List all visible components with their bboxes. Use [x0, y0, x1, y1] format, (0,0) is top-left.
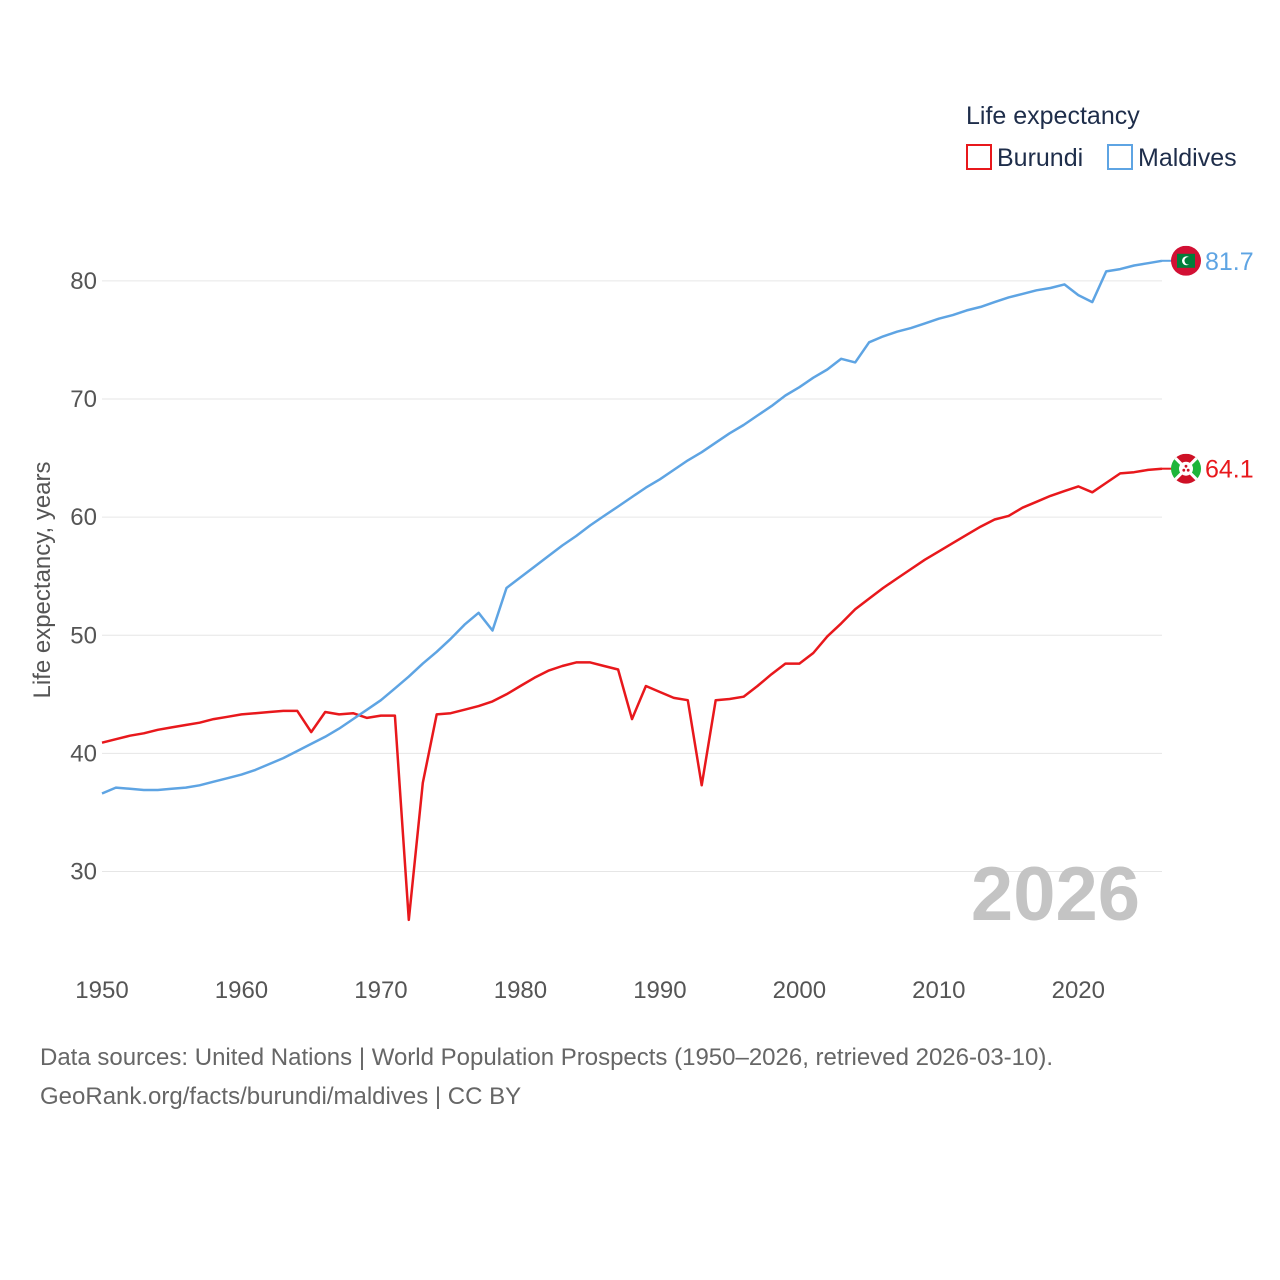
x-tick-label: 1960: [215, 977, 268, 1004]
x-tick-label: 2020: [1052, 977, 1105, 1004]
y-tick-label: 80: [70, 268, 97, 295]
burundi-flag-icon: [1171, 453, 1201, 484]
end-markers: 64.1 81.7: [1162, 245, 1254, 484]
legend-item-burundi[interactable]: Burundi: [966, 144, 1083, 172]
credit-link[interactable]: GeoRank.org/facts/burundi/maldives | CC …: [40, 1083, 522, 1110]
series-lines: [101, 259, 1163, 922]
data-source-note: Data sources: United Nations | World Pop…: [40, 1044, 1054, 1071]
series-line-burundi[interactable]: [101, 467, 1163, 922]
legend-title: Life expectancy: [966, 102, 1140, 130]
y-axis-title: Life expectancy, years: [29, 461, 56, 698]
current-year-watermark: 2026: [971, 852, 1140, 937]
x-tick-label: 1990: [633, 977, 686, 1004]
legend-label-burundi: Burundi: [997, 144, 1083, 172]
legend-swatch-burundi: [966, 144, 992, 170]
x-tick-label: 1950: [75, 977, 128, 1004]
x-axis-ticks: 1950 1960 1970 1980 1990 2000 2010 2020: [75, 977, 1105, 1004]
series-line-maldives[interactable]: [101, 259, 1163, 795]
legend: Life expectancy Burundi Maldives: [966, 102, 1237, 172]
y-tick-label: 40: [70, 740, 97, 767]
y-tick-label: 70: [70, 386, 97, 413]
y-tick-label: 30: [70, 859, 97, 886]
legend-label-maldives: Maldives: [1138, 144, 1237, 172]
maldives-flag-icon: [1171, 245, 1201, 276]
x-tick-label: 1980: [494, 977, 547, 1004]
legend-swatch-maldives: [1107, 144, 1133, 170]
y-axis-ticks: 30 40 50 60 70 80: [70, 268, 97, 886]
y-tick-label: 50: [70, 622, 97, 649]
x-tick-label: 1970: [354, 977, 407, 1004]
legend-item-maldives[interactable]: Maldives: [1107, 144, 1237, 172]
end-value-label-burundi: 64.1: [1205, 456, 1254, 484]
end-value-label-maldives: 81.7: [1205, 248, 1254, 276]
x-tick-label: 2010: [912, 977, 965, 1004]
y-tick-label: 60: [70, 504, 97, 531]
gridlines: [102, 280, 1162, 872]
x-tick-label: 2000: [773, 977, 826, 1004]
